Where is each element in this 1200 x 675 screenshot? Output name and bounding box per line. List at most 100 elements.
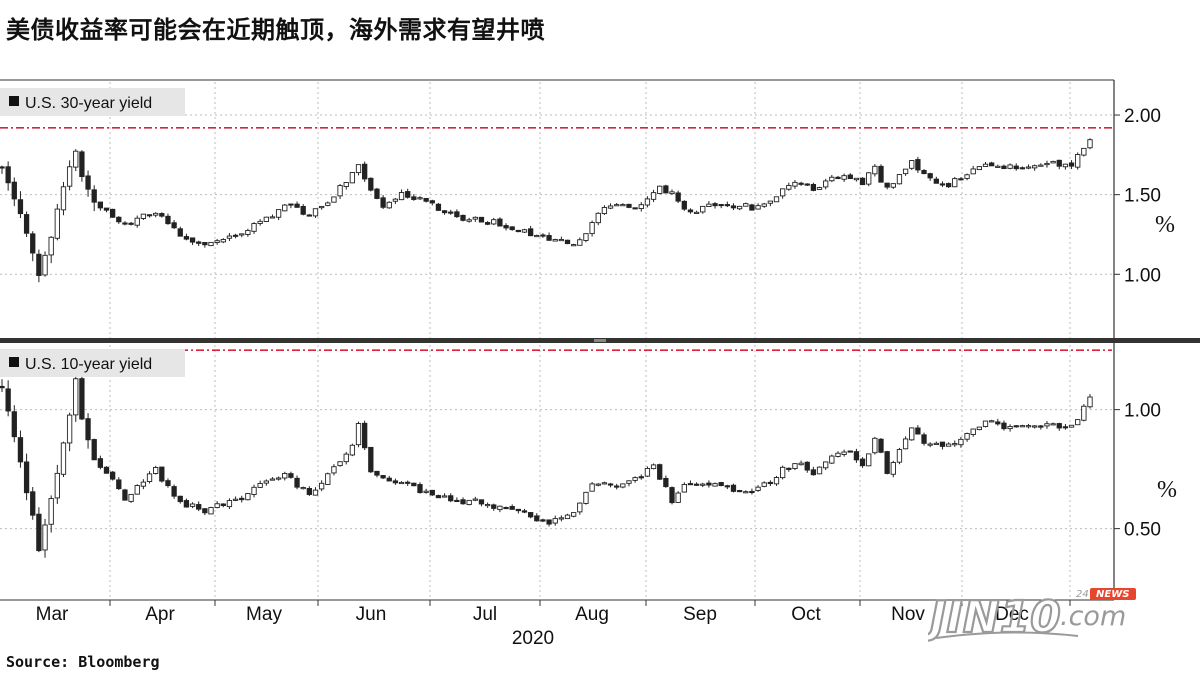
candle: [1032, 164, 1038, 171]
candle-body: [380, 197, 386, 208]
candle-body: [509, 226, 515, 231]
candle: [423, 197, 429, 203]
candle-body: [546, 519, 552, 525]
candle-body: [423, 490, 429, 493]
candle-body: [663, 477, 669, 488]
candle-body: [122, 489, 128, 501]
candle-body: [964, 433, 970, 440]
candle: [780, 465, 786, 480]
candle: [405, 188, 411, 199]
candle: [1056, 159, 1062, 170]
candle: [85, 170, 91, 197]
candle-body: [564, 514, 571, 520]
candle: [558, 236, 565, 242]
candle: [196, 240, 202, 247]
x-tick-label: Nov: [891, 604, 925, 625]
candle: [952, 176, 958, 188]
candle: [798, 460, 804, 466]
candle: [30, 486, 36, 520]
candle: [288, 471, 294, 479]
candle: [183, 233, 190, 241]
watermark-badge-text: NEWS: [1096, 589, 1129, 600]
candle-body: [288, 203, 294, 206]
candle: [472, 496, 478, 502]
candle-body: [300, 487, 306, 490]
candle: [189, 502, 196, 509]
candle: [823, 461, 829, 471]
candle-body: [755, 486, 761, 491]
candle-body: [337, 461, 343, 467]
candle-body: [521, 510, 528, 513]
candle: [927, 172, 933, 181]
candle-body: [91, 439, 97, 461]
candle: [939, 441, 946, 450]
candle: [263, 479, 269, 486]
chart-title: 美债收益率可能会在近期触顶，海外需求有望井喷: [6, 16, 545, 44]
candle-body: [318, 205, 325, 209]
candle-body: [472, 498, 478, 501]
candle-body: [79, 378, 85, 420]
candle-body: [583, 491, 589, 504]
candle-body: [1025, 425, 1032, 428]
candle: [650, 189, 657, 203]
candle: [614, 483, 620, 490]
candle-body: [405, 191, 411, 198]
candle: [988, 161, 995, 167]
candle: [232, 496, 239, 502]
candle: [995, 418, 1001, 426]
candle-body: [460, 214, 466, 221]
candle-body: [823, 180, 829, 188]
candle-body: [306, 487, 312, 495]
candle: [583, 491, 589, 505]
candle: [411, 482, 417, 487]
candle: [355, 164, 362, 176]
candle: [736, 489, 743, 493]
candle-body: [79, 151, 85, 178]
candle: [269, 214, 276, 219]
candle: [331, 464, 337, 476]
candle: [214, 238, 220, 245]
candle: [66, 412, 73, 452]
candle-body: [534, 515, 540, 522]
candle-body: [589, 222, 595, 235]
candle-body: [1019, 167, 1026, 170]
candle-body: [17, 437, 24, 463]
candle: [958, 436, 964, 448]
candle-body: [282, 204, 288, 212]
candle: [663, 475, 669, 488]
candle-body: [374, 188, 380, 199]
candle-body: [687, 483, 694, 486]
candle-body: [847, 450, 853, 453]
y-tick-label: 0.50: [1124, 520, 1161, 541]
candle-body: [497, 505, 503, 511]
candle: [73, 376, 79, 422]
candle: [325, 472, 331, 485]
candle-body: [780, 466, 786, 479]
candle: [140, 479, 147, 490]
candle-body: [952, 178, 958, 188]
grid-layer: [0, 82, 1114, 600]
candle: [368, 177, 374, 192]
candle-body: [1068, 162, 1075, 167]
divider-handle[interactable]: [594, 339, 606, 342]
candle-body: [847, 174, 853, 180]
jin10-watermark: JIN10 .com 24 NEWS: [928, 588, 1136, 644]
candle: [657, 185, 663, 195]
candle-body: [939, 441, 946, 447]
candle-body: [66, 166, 73, 187]
candle: [441, 209, 448, 215]
candle: [355, 421, 362, 448]
candle-body: [970, 168, 976, 175]
candle-body: [1001, 165, 1007, 170]
candle: [116, 216, 122, 224]
candle: [232, 233, 239, 239]
candle: [189, 237, 196, 245]
candle-body: [189, 237, 196, 243]
candle: [0, 379, 5, 392]
candle-body: [1075, 154, 1081, 168]
candle-body: [878, 438, 884, 453]
candle-body: [349, 172, 356, 184]
candle-body: [577, 502, 583, 513]
candle-body: [484, 504, 491, 507]
candle-body: [331, 196, 337, 203]
